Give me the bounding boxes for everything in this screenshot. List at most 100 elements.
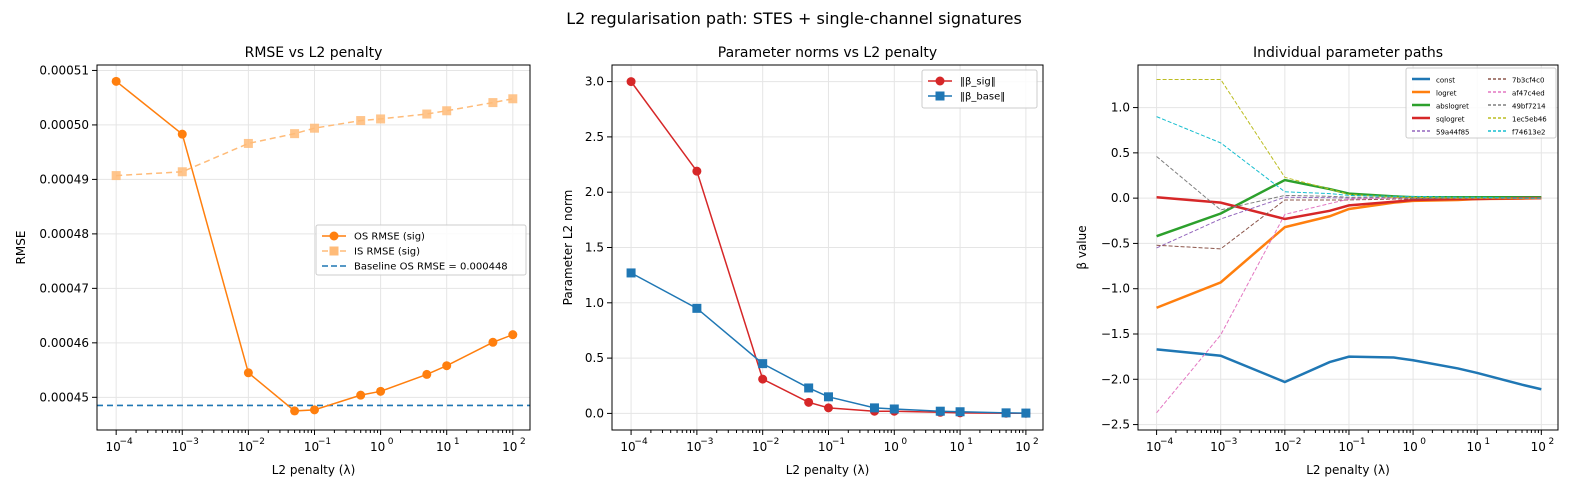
data-point [243, 368, 253, 378]
legend-box [315, 224, 527, 276]
x-tick-label: 10 [949, 440, 964, 454]
x-axis-label: L2 penalty (λ) [786, 463, 870, 477]
data-point [422, 369, 432, 379]
legend-label: 49bf7214 [1512, 103, 1546, 111]
y-tick-label: 0.00047 [39, 281, 89, 295]
data-point [508, 94, 518, 104]
legend-label: ‖β_sig‖ [960, 77, 996, 88]
x-tick-exponent: −4 [120, 437, 134, 447]
y-tick-label: 0.00049 [39, 172, 89, 186]
legend-box [1405, 67, 1557, 139]
x-tick-exponent: 0 [1420, 437, 1426, 447]
x-tick-exponent: −3 [186, 437, 199, 447]
data-point [508, 330, 518, 340]
panel-3: 10−4 10−3 10−2 10−1 10 0 10 1 10 2−2.5−2.0−1.5−1.… [1075, 45, 1559, 477]
x-tick-exponent: 2 [1548, 437, 1554, 447]
y-tick-label: −2.5 [1101, 418, 1130, 432]
y-tick-label: 3.0 [585, 75, 604, 89]
y-axis-label: β value [1075, 225, 1089, 269]
data-point [111, 171, 121, 181]
y-tick-label: 2.5 [585, 130, 604, 144]
legend-label: sqlogret [1436, 116, 1465, 124]
y-tick-label: 0.5 [585, 351, 604, 365]
data-point [376, 114, 386, 124]
y-tick-label: 0.00050 [39, 118, 89, 132]
y-tick-label: 1.5 [585, 241, 604, 255]
data-point [488, 337, 498, 347]
x-axis-label: L2 penalty (λ) [272, 463, 356, 477]
x-tick-label: 10 [752, 440, 767, 454]
data-point [1021, 408, 1031, 418]
legend-label: 59a44f85 [1436, 129, 1469, 137]
x-tick-label: 10 [818, 440, 833, 454]
series-line-7b3cf4c0 [1156, 197, 1542, 250]
data-point [758, 359, 768, 369]
x-tick-exponent: 1 [454, 437, 460, 447]
data-point [442, 106, 452, 116]
y-tick-label: −1.0 [1101, 282, 1130, 296]
data-point [422, 109, 432, 119]
x-tick-exponent: 1 [1484, 437, 1490, 447]
x-tick-label: 10 [884, 440, 899, 454]
legend-marker [329, 231, 339, 241]
y-tick-label: 0.0 [585, 406, 604, 420]
legend-label: abslogret [1436, 103, 1469, 111]
panel-title: Parameter norms vs L2 penalty [718, 45, 937, 61]
data-point [804, 397, 814, 407]
x-tick-label: 10 [436, 440, 451, 454]
data-point [376, 386, 386, 396]
panel-2: 10−4 10−3 10−2 10−1 10 0 10 1 10 20.00.51.01.52.0… [561, 45, 1044, 477]
legend-label: ‖β_base‖ [960, 92, 1005, 103]
panel-1: 10−4 10−3 10−2 10−1 10 0 10 1 10 20.000450.000460… [14, 45, 531, 477]
series-line-sqlogret [1156, 195, 1542, 221]
panel-title: RMSE vs L2 penalty [245, 45, 383, 61]
legend-label: f74613e2 [1512, 129, 1546, 137]
x-tick-exponent: 1 [967, 437, 973, 447]
legend: OS RMSE (sig) IS RMSE (sig) Baseline OS RM… [315, 224, 527, 276]
y-tick-label: −2.0 [1101, 372, 1130, 386]
x-tick-exponent: 2 [1033, 437, 1039, 447]
data-point [692, 303, 702, 313]
axes-frame [611, 64, 1044, 431]
x-tick-exponent: 2 [520, 437, 526, 447]
x-tick-label: 10 [1467, 440, 1482, 454]
x-tick-label: 10 [1338, 440, 1353, 454]
data-point [1001, 408, 1011, 418]
figure-suptitle: L2 regularisation path: STES + single-ch… [566, 9, 1022, 28]
y-tick-label: 0.00045 [39, 390, 89, 404]
x-tick-exponent: 0 [388, 437, 394, 447]
data-point [309, 123, 319, 133]
data-point [177, 129, 187, 139]
x-tick-label: 10 [1146, 440, 1161, 454]
y-tick-label: 2.0 [585, 185, 604, 199]
data-point [823, 392, 833, 402]
x-tick-exponent: −4 [1160, 437, 1174, 447]
data-point [626, 77, 636, 87]
legend-marker [935, 91, 945, 101]
data-point [488, 98, 498, 108]
x-tick-exponent: −3 [1224, 437, 1237, 447]
x-tick-exponent: −1 [318, 437, 331, 447]
data-point [309, 405, 319, 415]
y-tick-label: 0.0 [1111, 191, 1130, 205]
y-tick-label: 1.0 [1111, 101, 1130, 115]
legend-marker [329, 246, 339, 256]
data-point [356, 390, 366, 400]
y-axis-label: Parameter L2 norm [561, 190, 575, 306]
legend: const logret abslogret sqlogret 59a44f85 7b3c… [1405, 67, 1557, 139]
axes-frame [96, 64, 531, 431]
legend-label: IS RMSE (sig) [354, 247, 420, 258]
x-tick-label: 10 [1210, 440, 1225, 454]
legend-marker [935, 76, 945, 86]
data-point [869, 403, 879, 413]
legend-label: af47c4ed [1512, 90, 1545, 98]
data-point [692, 166, 702, 176]
data-point [889, 404, 899, 414]
data-point [823, 403, 833, 413]
x-tick-label: 10 [370, 440, 385, 454]
x-tick-label: 10 [106, 440, 121, 454]
x-tick-exponent: −2 [1288, 437, 1301, 447]
x-tick-exponent: −4 [634, 437, 648, 447]
legend-label: const [1436, 77, 1455, 85]
